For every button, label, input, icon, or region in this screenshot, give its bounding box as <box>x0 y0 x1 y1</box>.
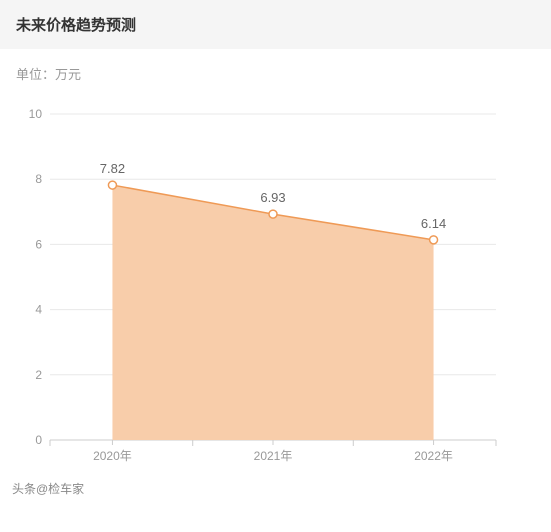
unit-label: 单位：万元 <box>16 67 81 82</box>
chart-title: 未来价格趋势预测 <box>16 17 136 34</box>
y-tick-label: 10 <box>29 107 43 121</box>
title-bar: 未来价格趋势预测 <box>0 0 551 50</box>
y-tick-label: 8 <box>35 172 42 186</box>
chart-card: 未来价格趋势预测 单位：万元 0 2 4 6 8 10 2020年 2021年 2022年 7.8… <box>0 0 551 501</box>
value-label: 6.93 <box>260 190 285 205</box>
x-tick-label: 2022年 <box>414 449 453 463</box>
y-tick-label: 4 <box>35 303 42 317</box>
footer-credit: 头条@检车家 <box>12 474 551 501</box>
chart-area: 0 2 4 6 8 10 2020年 2021年 2022年 7.82 6.93 6.14 <box>0 94 551 474</box>
x-tick-label: 2021年 <box>254 449 293 463</box>
data-point <box>108 181 116 189</box>
value-label: 6.14 <box>421 216 446 231</box>
y-tick-label: 6 <box>35 237 42 251</box>
data-point <box>430 236 438 244</box>
y-tick-label: 0 <box>35 433 42 447</box>
x-tick-label: 2020年 <box>93 449 132 463</box>
data-point <box>269 210 277 218</box>
unit-row: 单位：万元 <box>0 50 551 94</box>
y-tick-label: 2 <box>35 368 42 382</box>
value-label: 7.82 <box>100 161 125 176</box>
price-trend-chart: 0 2 4 6 8 10 2020年 2021年 2022年 7.82 6.93 6.14 <box>16 94 516 474</box>
area-fill <box>112 185 433 440</box>
